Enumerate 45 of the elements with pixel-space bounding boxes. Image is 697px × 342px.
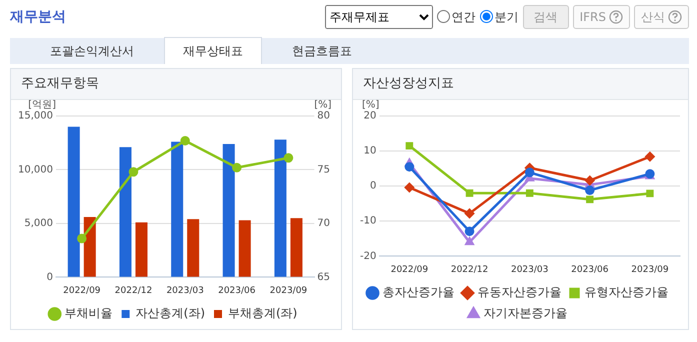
legend-label: 유동자산증가율	[478, 285, 562, 300]
text: 재무상태표	[164, 37, 262, 64]
legend-label: 부채비율	[64, 306, 113, 320]
text: 포괄손익계산서	[49, 43, 135, 60]
y-axis-title: [%]	[362, 100, 380, 111]
y-tick-label: 15,000	[18, 110, 53, 122]
y-tick-label: -20	[360, 250, 376, 262]
y2-tick-label: 70	[317, 218, 330, 230]
legend-label: 총자산증가율	[382, 285, 454, 300]
text: 산식	[634, 5, 689, 29]
text: 현금흐름표	[291, 43, 353, 60]
x-tick-label: 2023/06	[218, 286, 256, 296]
y-tick-label: -10	[360, 216, 376, 227]
y-tick-label: 10,000	[18, 164, 53, 176]
text: 분기	[494, 8, 519, 26]
y-axis-title: [억원]	[28, 100, 56, 111]
y2-tick-label: 65	[317, 272, 330, 283]
legend-label: 자산총계(좌)	[136, 306, 206, 320]
x-tick-label: 2023/06	[571, 264, 609, 275]
text: 연간	[450, 8, 476, 26]
x-tick-label: 2022/09	[390, 264, 428, 275]
y2-tick-label: 75	[317, 164, 330, 176]
x-tick-label: 2023/03	[166, 286, 204, 296]
chart-title: 자산성장성지표	[353, 69, 688, 100]
x-tick-label: 2022/09	[63, 286, 101, 296]
y2-tick-label: 80	[317, 110, 330, 122]
y-tick-label: 0	[46, 272, 53, 283]
x-tick-label: 2023/09	[631, 264, 669, 275]
chart-title: 주요재무항목	[11, 69, 341, 100]
y-tick-label: 0	[370, 180, 376, 192]
x-tick-label: 2022/12	[450, 264, 488, 275]
x-tick-label: 2023/03	[510, 264, 548, 275]
legend-label: 자기자본증가율	[484, 306, 568, 320]
x-tick-label: 2023/09	[270, 286, 308, 296]
text: 검색	[522, 5, 569, 29]
y-tick-label: 20	[364, 110, 376, 122]
text: IFRS	[572, 5, 630, 29]
y-tick-label: 5,000	[24, 218, 53, 230]
legend-label: 유형자산증가율	[584, 285, 668, 300]
text: 주재무제표	[324, 5, 433, 29]
y-tick-label: 10	[364, 146, 376, 157]
y2-axis-title: [%]	[314, 100, 332, 111]
x-tick-label: 2022/12	[114, 286, 152, 296]
legend-label: 부채총계(좌)	[228, 306, 298, 320]
text: 재무분석	[10, 8, 66, 26]
